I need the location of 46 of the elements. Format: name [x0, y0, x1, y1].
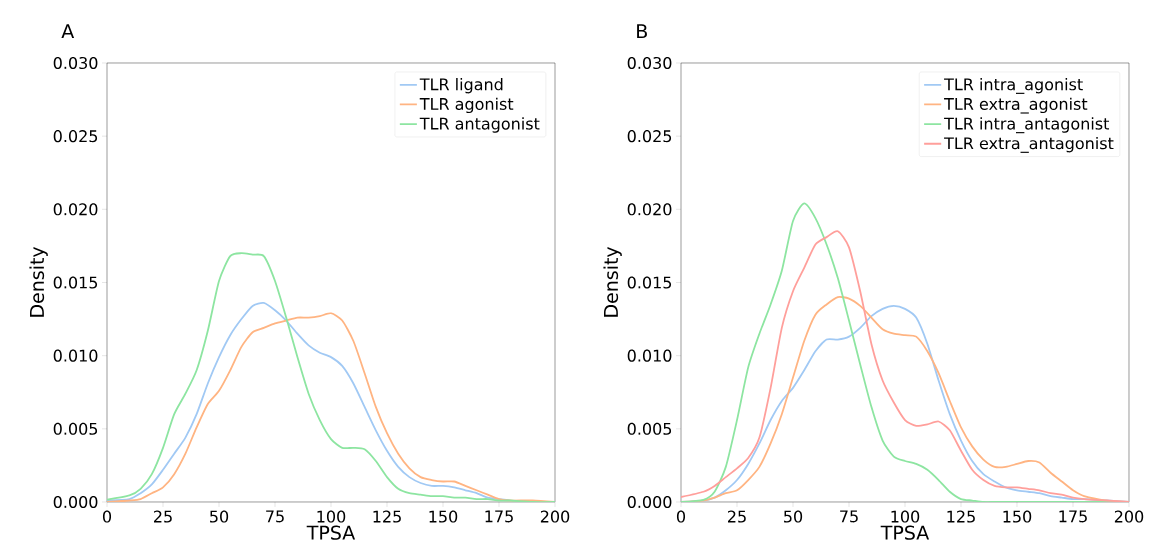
- y-tick-label: 0.000: [627, 495, 672, 509]
- y-tick-label: 0.005: [53, 422, 98, 435]
- y-tick-label: 0.010: [627, 349, 672, 362]
- x-tick-label: 100: [317, 510, 346, 523]
- x-tick-label: 50: [784, 510, 803, 523]
- legend-label: TLR intra_antagonist: [944, 117, 1110, 134]
- x-tick-label: 150: [429, 510, 458, 523]
- line-series: [107, 252, 555, 502]
- x-tick-label: 125: [373, 510, 401, 523]
- y-tick-label: 0.025: [53, 130, 98, 143]
- legend-label: TLR antagonist: [419, 117, 540, 133]
- x-tick-label: 75: [840, 510, 858, 523]
- x-tick-label: 125: [947, 510, 975, 523]
- y-tick-label: 0.015: [627, 276, 672, 289]
- legend-label: TLR extra_agonist: [944, 97, 1088, 114]
- x-tick-label: 200: [1114, 510, 1144, 523]
- x-tick-label: 25: [154, 510, 172, 523]
- x-tick-label: 0: [102, 510, 112, 523]
- y-tick-label: 0.020: [53, 203, 98, 216]
- chart-title: A: [61, 24, 75, 39]
- y-tick-label: 0.020: [627, 203, 672, 216]
- y-tick-label: 0.005: [627, 422, 672, 435]
- legend-label: TLR ligand: [419, 77, 503, 94]
- chart-title: B: [637, 24, 647, 39]
- y-tick-label: 0.025: [627, 130, 672, 143]
- y-axis-title: Density: [603, 246, 622, 317]
- x-tick-label: 75: [266, 510, 284, 523]
- x-tick-label: 200: [540, 510, 570, 523]
- x-tick-label: 175: [1059, 510, 1087, 523]
- legend-label: TLR agonist: [419, 97, 514, 114]
- x-tick-label: 0: [676, 510, 686, 523]
- x-tick-label: 150: [1003, 510, 1032, 523]
- y-axis-title: Density: [29, 246, 48, 317]
- y-tick-label: 0.000: [53, 495, 98, 509]
- legend-label: TLR extra_antagonist: [944, 136, 1114, 153]
- legend-label: TLR intra_agonist: [944, 77, 1083, 94]
- x-axis-title: TPSA: [880, 525, 930, 540]
- x-axis-title: TPSA: [306, 525, 356, 540]
- x-tick-label: 175: [485, 510, 513, 523]
- y-tick-label: 0.030: [53, 56, 98, 70]
- x-tick-label: 25: [728, 510, 746, 523]
- x-tick-label: 50: [210, 510, 229, 523]
- y-tick-label: 0.010: [53, 349, 98, 362]
- y-tick-label: 0.030: [627, 56, 672, 70]
- x-tick-label: 100: [891, 510, 920, 523]
- y-tick-label: 0.015: [53, 276, 98, 289]
